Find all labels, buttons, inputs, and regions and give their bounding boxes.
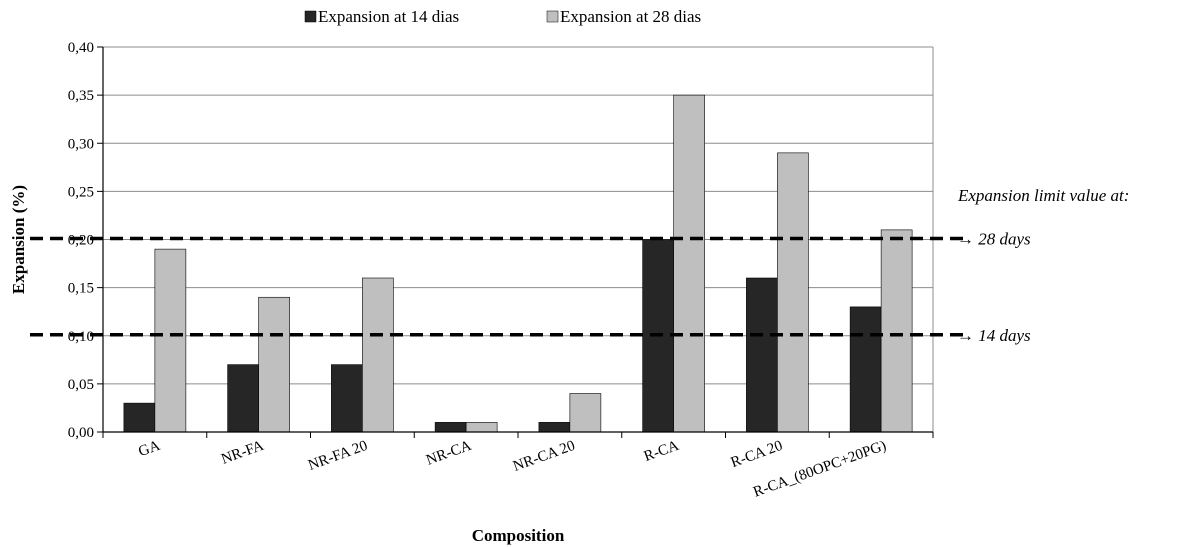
y-tick-label: 0,00 — [68, 425, 94, 441]
bar-28-days — [465, 422, 498, 433]
bar-28-days — [362, 277, 394, 433]
bar-28-days — [154, 248, 187, 433]
x-tick-label: NR-FA 20 — [306, 438, 370, 474]
y-axis-title: Expansion (%) — [9, 185, 28, 294]
bar-28-days — [569, 393, 602, 433]
legend-label: Expansion at 28 dias — [560, 7, 701, 26]
legend-label: Expansion at 14 dias — [318, 7, 459, 26]
y-tick-label: 0,25 — [68, 184, 94, 200]
bar-14-days — [123, 402, 156, 433]
bar-14-days — [434, 422, 467, 433]
x-axis-title: Composition — [472, 526, 565, 545]
bar-28-days — [777, 152, 809, 433]
y-tick-label: 0,40 — [68, 40, 94, 56]
bar-28-days — [258, 296, 290, 433]
legend: Expansion at 14 dias Expansion at 28 dias — [304, 7, 701, 26]
legend-swatch-28-days — [546, 10, 559, 23]
y-tick-label: 0,10 — [68, 329, 94, 345]
limit-label: → 14 days — [957, 326, 1031, 345]
y-tick-label: 0,15 — [68, 281, 94, 297]
bar-14-days — [849, 306, 882, 433]
x-tick-label: NR-CA — [424, 438, 473, 469]
y-tick-label: 0,30 — [68, 136, 94, 152]
bars — [123, 94, 913, 433]
bar-28-days — [880, 229, 913, 433]
x-tick-label: NR-FA — [219, 438, 266, 468]
bar-14-days — [331, 364, 363, 433]
y-tick-label: 0,20 — [68, 233, 94, 249]
x-tick-label: NR-CA 20 — [511, 438, 577, 475]
bar-14-days — [746, 277, 778, 433]
axis-labels: Expansion (%) Composition — [9, 185, 565, 545]
bar-14-days — [227, 364, 259, 433]
bar-14-days — [538, 422, 571, 433]
bar-28-days — [673, 94, 705, 433]
limit-label: → 28 days — [957, 230, 1031, 249]
x-tick-label: R-CA — [642, 438, 681, 465]
y-tick-label: 0,05 — [68, 377, 94, 393]
x-tick-label: R-CA 20 — [729, 438, 785, 471]
limit-annotation-title: Expansion limit value at: — [957, 186, 1129, 205]
x-tick-label: GA — [136, 438, 162, 461]
limit-lines: → 28 days → 14 days Expansion limit value … — [30, 186, 1129, 345]
y-tick-label: 0,35 — [68, 88, 94, 104]
legend-swatch-14-days — [304, 10, 317, 23]
